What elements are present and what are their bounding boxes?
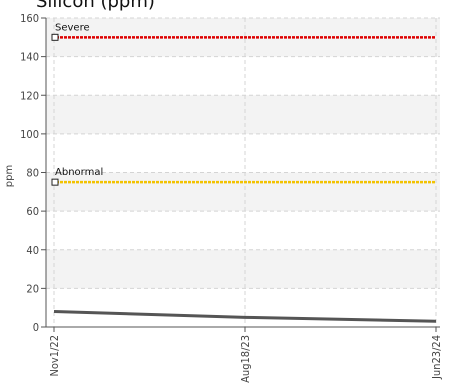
y-tick-label: 120 xyxy=(20,89,39,102)
band xyxy=(46,249,440,289)
y-tick-label: 140 xyxy=(20,51,39,64)
y-tick-label: 100 xyxy=(20,128,39,141)
threshold-marker xyxy=(51,33,59,41)
gridlines xyxy=(46,17,440,327)
y-tick-label: 0 xyxy=(33,321,39,334)
threshold-marker xyxy=(51,178,59,186)
y-tick-label: 80 xyxy=(26,167,39,180)
y-tick-label: 60 xyxy=(26,205,39,218)
x-tick-label: Nov1/22 xyxy=(48,335,61,377)
band xyxy=(46,172,440,212)
chart-title: Silicon (ppm) xyxy=(36,0,155,12)
threshold-lines: Severe Abnormal xyxy=(51,22,436,186)
x-tick-label: Aug18/23 xyxy=(239,335,252,383)
y-ticks: 0 20 40 60 80 100 120 140 160 xyxy=(20,12,46,334)
threshold-label: Severe xyxy=(55,22,90,33)
y-axis-label: ppm xyxy=(4,165,15,187)
y-tick-label: 160 xyxy=(20,12,39,25)
series-line xyxy=(53,310,437,323)
x-ticks: Nov1/22 Aug18/23 Jun23/24 xyxy=(48,327,443,383)
y-tick-label: 20 xyxy=(26,282,39,295)
y-tick-label: 40 xyxy=(26,244,39,257)
background-bands xyxy=(46,18,440,289)
threshold-label: Abnormal xyxy=(55,167,103,178)
x-tick-label: Jun23/24 xyxy=(430,335,443,380)
band xyxy=(46,95,440,134)
series-lines xyxy=(53,310,437,323)
